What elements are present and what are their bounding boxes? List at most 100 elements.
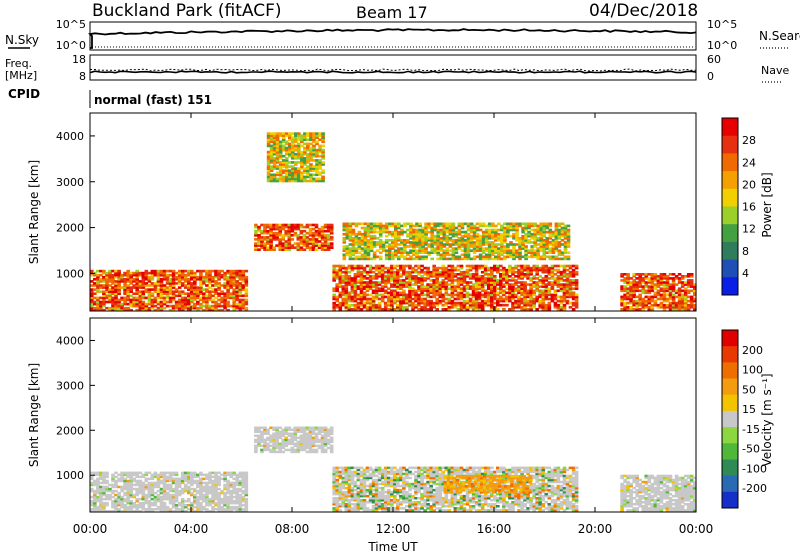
power-cell [462,270,467,274]
power-cell [529,299,533,303]
power-cell [350,264,355,268]
power-cell [202,280,206,283]
power-cell [574,306,579,309]
power-cell [129,273,133,277]
velocity-cell [211,508,215,511]
power-cell [257,236,261,239]
power-cell [93,278,97,281]
power-cell [423,293,427,297]
power-cell [447,308,452,311]
power-cell [353,303,358,307]
power-cell [656,303,661,307]
power-cell [491,243,495,246]
power-cell [356,270,361,274]
power-cell [409,237,413,240]
power-cell [150,282,155,285]
colorbar-swatch [722,153,738,172]
power-cell [344,289,349,293]
power-cell [514,275,518,278]
power-cell [680,308,685,311]
power-cell [562,279,567,282]
power-cell [505,297,509,301]
power-cell [399,306,403,309]
power-cell [257,244,261,247]
power-cell [623,295,627,299]
velocity-cell [177,508,182,511]
power-cell [468,303,473,307]
power-cell [156,275,161,279]
power-cell [254,238,258,241]
velocity-cell [220,508,224,511]
power-cell [165,278,170,281]
power-cell [190,296,194,300]
power-cell [668,273,673,276]
velocity-cell [114,503,118,507]
velocity-cell [156,493,161,497]
power-cell [380,279,385,282]
power-cell [532,291,536,295]
power-cell [412,243,416,246]
power-cell [294,134,298,137]
power-cell [544,268,549,272]
power-cell [300,167,304,170]
power-cell [284,146,289,150]
power-cell [223,292,227,295]
power-cell [347,279,352,282]
power-cell [344,295,349,299]
power-cell [523,289,527,293]
power-cell [656,293,661,297]
power-cell [533,222,537,226]
power-cell [411,297,415,301]
power-cell [548,251,553,254]
velocity-cell [211,495,215,499]
power-cell [494,230,498,234]
power-cell [411,303,415,307]
power-cell [671,281,676,284]
power-cell [199,269,203,273]
velocity-cell [193,497,197,501]
power-cell [539,224,544,228]
velocity-cell [199,483,203,487]
power-cell [114,273,118,277]
power-cell [521,226,525,230]
power-cell [508,283,512,286]
power-cell [281,144,286,148]
power-cell [542,253,547,257]
power-cell [487,230,492,234]
power-cell [566,224,571,228]
power-cell [442,234,447,238]
power-cell [463,239,468,242]
power-cell [418,251,422,254]
power-cell [309,154,313,158]
power-cell [393,299,397,303]
velocity-cell [211,505,215,509]
power-cell [469,226,474,230]
velocity-cell [102,501,106,505]
power-cell [551,234,556,238]
power-cell [338,264,343,268]
power-cell [514,281,518,284]
power-cell [486,285,491,288]
power-cell [126,290,130,293]
power-cell [502,277,506,280]
power-cell [542,251,547,254]
power-cell [381,224,386,228]
velocity-cell [99,489,103,493]
power-cell [141,290,146,293]
power-cell [217,275,221,279]
power-cell [308,248,313,251]
power-cell [291,165,295,168]
power-cell [408,303,412,307]
power-cell [156,290,161,293]
power-cell [321,152,325,156]
power-cell [396,279,400,282]
power-cell [284,140,289,144]
velocity-cell [120,475,124,479]
power-cell [266,142,271,146]
power-cell [448,239,453,242]
power-cell [202,278,206,281]
power-cell [353,299,358,303]
velocity-cell [99,493,103,497]
power-cell [232,278,236,281]
power-cell [369,241,374,244]
